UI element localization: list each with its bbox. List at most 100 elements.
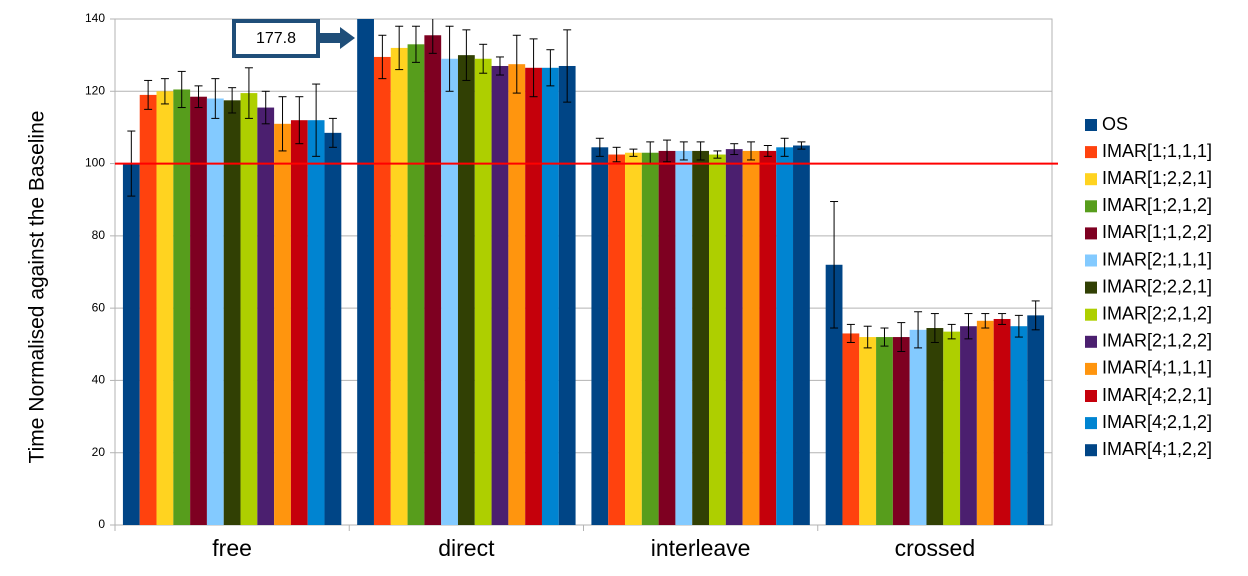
error-bar [780,137,789,157]
error-bar [228,87,237,114]
bar [156,91,174,525]
y-tick-label: 80 [92,228,106,242]
bar [725,149,743,525]
bar [223,100,241,525]
x-tick-label: interleave [651,535,751,561]
bar [926,328,944,525]
error-bar [713,150,722,159]
error-bar [914,311,923,349]
error-bar [428,19,437,54]
bar [943,331,961,525]
bar [307,120,325,525]
y-tick-label: 140 [85,11,105,25]
bar [876,337,893,525]
legend-swatch [1085,444,1097,457]
bar [641,152,659,525]
error-bar [747,141,756,161]
error-bar [981,313,990,329]
bar [257,107,275,525]
legend-label: IMAR[1;1,1,1] [1102,141,1212,161]
bar [793,145,810,525]
error-bar [144,79,153,110]
error-bar [763,145,772,157]
error-bar [445,25,454,92]
bar [390,47,408,525]
bar [825,264,843,525]
error-bar [563,29,572,103]
bar [122,163,140,525]
legend-swatch [1085,173,1097,186]
y-tick-label: 100 [85,156,105,170]
error-bar [261,90,270,125]
overlay: OS IMAR[1;1,1,1] IMAR[1;2,2,1] IMAR[1;2,1,2… [115,114,1212,459]
legend-label: IMAR[1;2,1,2] [1102,195,1212,215]
legend-label: IMAR[4;1,1,1] [1102,358,1212,378]
legend-swatch [1085,417,1097,430]
bar [190,96,207,525]
error-bar [595,137,604,157]
bar [909,329,927,525]
legend-swatch [1085,200,1097,213]
legend-label: IMAR[2;2,1,2] [1102,303,1212,323]
bar [692,150,710,525]
bar [591,147,609,525]
bar [759,150,777,525]
error-bar [998,313,1007,325]
error-bar [312,83,321,157]
y-tick-label: 60 [92,300,106,314]
legend-label: IMAR[1;2,2,1] [1102,168,1212,188]
bar [173,89,191,525]
x-tick-label: crossed [895,535,976,561]
bars [122,19,1045,525]
bar [357,19,374,525]
legend-swatch [1085,254,1097,267]
y-tick-label: 20 [92,445,106,459]
error-bar [629,148,638,157]
error-bar [1031,300,1040,331]
bar [525,67,542,525]
bar [324,132,342,525]
legend-swatch [1085,227,1097,240]
bar [240,93,258,525]
error-bar [846,323,855,343]
legend-label: IMAR[1;1,2,2] [1102,222,1212,242]
legend-label: OS [1102,114,1128,134]
bar [709,154,726,525]
x-tick-label: free [212,535,252,561]
error-bar [378,34,387,80]
error-bar [663,139,672,163]
bar [457,55,475,525]
bar [859,337,877,525]
error-bar [863,325,872,349]
annotation-text: 177.8 [256,30,296,47]
bar [508,64,526,525]
error-bar [546,49,555,87]
bar [675,150,693,525]
error-bar [679,141,688,161]
error-bar [278,96,287,152]
bar [658,150,676,525]
error-bar [495,56,504,76]
legend-label: IMAR[2;1,2,2] [1102,331,1212,351]
bar [139,94,157,525]
legend-label: IMAR[4;2,1,2] [1102,412,1212,432]
y-tick-label: 120 [85,83,105,97]
error-bar [830,201,839,329]
bar [290,120,308,525]
error-bar [612,146,621,163]
legend-label: IMAR[2;2,2,1] [1102,276,1212,296]
y-axis-label: Time Normalised against the Baseline [26,111,49,464]
bar [491,65,509,525]
legend-swatch [1085,390,1097,402]
bar [373,56,391,525]
error-bar [880,327,889,347]
annotation-box [232,19,320,58]
legend-swatch [1085,308,1097,321]
error-bar [411,25,420,63]
error-bar [160,78,169,105]
bar [1027,315,1045,525]
error-bar [462,29,471,81]
bar [976,320,994,525]
error-bar [897,322,906,353]
